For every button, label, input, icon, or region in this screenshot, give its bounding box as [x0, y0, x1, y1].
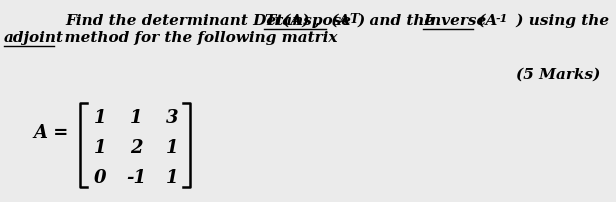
Text: Find the determinant Det(A) ,: Find the determinant Det(A) ,: [65, 14, 325, 28]
Text: 1: 1: [130, 109, 142, 127]
Text: (A: (A: [326, 14, 351, 28]
Text: 0: 0: [94, 169, 106, 187]
Text: (5 Marks): (5 Marks): [516, 68, 600, 82]
Text: Inverse: Inverse: [423, 14, 486, 28]
Text: T: T: [349, 13, 359, 26]
Text: 2: 2: [130, 139, 142, 157]
Text: 1: 1: [94, 109, 106, 127]
Text: (A: (A: [473, 14, 497, 28]
Text: ) and the: ) and the: [358, 14, 440, 28]
Text: A =: A =: [33, 124, 68, 142]
Text: method for the following matrix: method for the following matrix: [54, 31, 338, 45]
Text: adjoint: adjoint: [4, 31, 64, 45]
Text: ) using the: ) using the: [511, 14, 609, 28]
Text: 1: 1: [166, 169, 178, 187]
Text: 1: 1: [94, 139, 106, 157]
Text: -1: -1: [496, 13, 508, 24]
Text: -1: -1: [126, 169, 146, 187]
Text: 1: 1: [166, 139, 178, 157]
Text: 3: 3: [166, 109, 178, 127]
Text: Transpose: Transpose: [264, 14, 351, 28]
